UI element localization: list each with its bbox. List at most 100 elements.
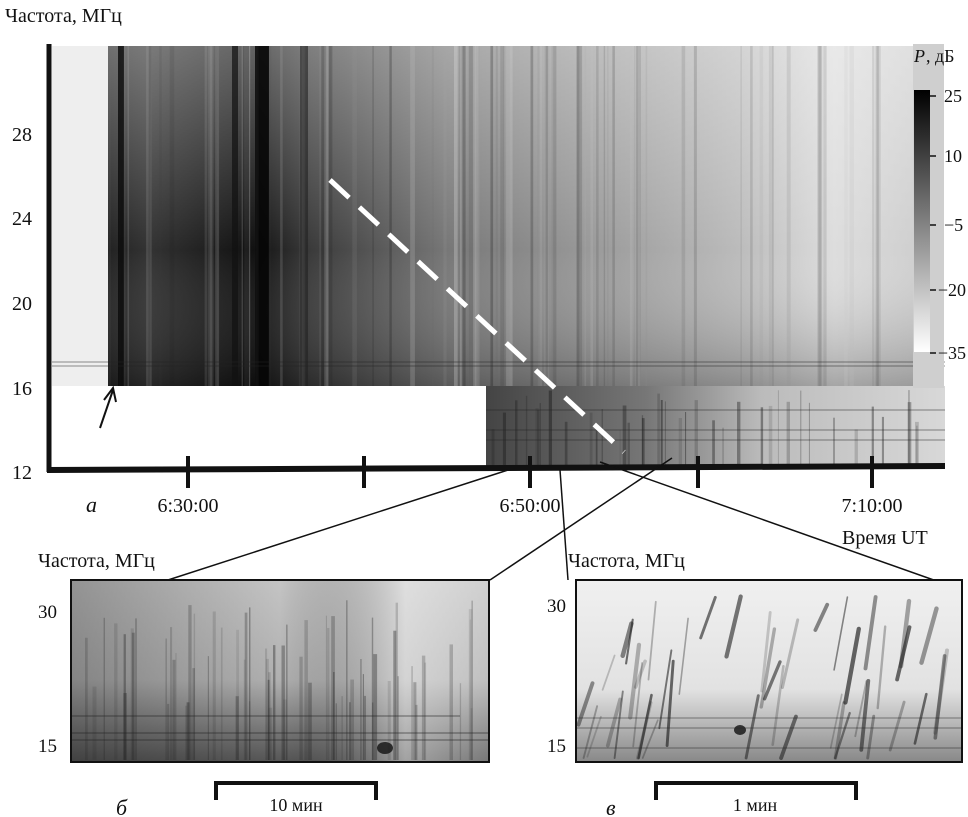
dashed-line-annotation (328, 178, 626, 454)
colorbar-tick-label: −20 (938, 280, 966, 300)
panel-b-streak (331, 616, 335, 760)
lower-band-streak (907, 402, 912, 468)
spectrogram-streak (244, 46, 250, 386)
lower-band-streak (737, 401, 741, 468)
spectrogram-streak (159, 46, 162, 386)
lower-band-streak (768, 405, 773, 468)
spectrogram-streak (118, 46, 121, 386)
spectrogram-streak (410, 46, 415, 386)
panel-b-streak (341, 696, 343, 760)
panel-b-lines (71, 715, 489, 741)
panel-b-streak (186, 702, 190, 760)
spectrogram-streak (772, 46, 774, 386)
lower-band-streak (908, 390, 910, 468)
panel-v-burst (780, 618, 800, 689)
spectrogram-streak (740, 46, 742, 386)
colorbar-label-p: P (913, 46, 925, 66)
panel-v-tick-30: 30 (547, 596, 566, 617)
spectrogram-streak (768, 46, 773, 386)
spectrogram-streak (844, 46, 848, 386)
panel-v-burst (601, 654, 616, 691)
panel-b-streak (281, 645, 285, 760)
panel-v-scale-bar (654, 781, 858, 800)
panel-b-streak (397, 676, 399, 760)
panel-b-streak (265, 648, 268, 760)
spectrogram-streak (300, 46, 308, 386)
panel-v-burst (895, 625, 912, 682)
panel-b-streak (193, 613, 196, 760)
spectrogram-streak (551, 46, 553, 386)
panel-b-streak (167, 703, 170, 760)
panel-b-streak (130, 628, 134, 760)
spectrogram-streak (329, 46, 333, 386)
spectrogram-streak (324, 46, 329, 386)
panel-b-streak (470, 708, 473, 760)
panel-b-streak (265, 658, 269, 760)
spectrogram-streak (241, 46, 243, 386)
lower-band-streak (515, 400, 518, 468)
spectrogram-streak (849, 46, 854, 386)
main-spectrogram-lower (486, 386, 945, 468)
spectrogram-streak (169, 46, 175, 386)
panel-b-streak (449, 644, 453, 760)
panel-b-streak (286, 624, 288, 760)
x-tick-label: 6:50:00 (499, 495, 560, 517)
panel-v-burst (633, 659, 647, 689)
interference-lines (52, 361, 945, 441)
lower-band-streak (601, 409, 603, 468)
panel-b-streak (244, 612, 248, 760)
panel-b-streak (335, 703, 337, 760)
panel-b-streak (123, 634, 126, 760)
panel-b-streak (92, 686, 97, 760)
panel-b-streak (85, 637, 88, 760)
spectrogram-streak (208, 46, 213, 386)
lower-band-streak (539, 403, 541, 468)
panel-b-frame (70, 579, 490, 763)
spectrogram-streak (473, 46, 477, 386)
lower-band-streak (694, 400, 698, 468)
panel-v-burst (913, 692, 928, 745)
spectrogram-streak (204, 46, 208, 386)
panel-v-streaks (576, 594, 949, 760)
spectrogram-streak (328, 46, 332, 386)
zoom-panel-b: Частота, МГц 30 15 10 мин б (38, 550, 490, 817)
spectrogram-streak (459, 46, 463, 386)
spectrogram-streak (268, 46, 272, 386)
spectrogram-streak (431, 46, 434, 386)
spectrogram-streak (872, 46, 875, 386)
panel-b-streak (413, 682, 417, 760)
y-axis-label: Частота, МГц (5, 5, 122, 27)
panel-v-burst (641, 719, 659, 759)
panel-v-burst (859, 679, 871, 752)
panel-b-burst (377, 742, 393, 754)
panel-v-frame (575, 579, 963, 763)
panel-b-streak (372, 702, 374, 760)
spectrogram-streak (255, 46, 269, 386)
panel-v-burst (833, 596, 849, 671)
lower-band-streak (564, 421, 568, 468)
spectrogram-streak (478, 46, 480, 386)
y-ticks: 12 16 20 24 28 (12, 124, 32, 484)
main-spectrogram-left-blank (52, 46, 108, 386)
spectrogram-streak (596, 46, 599, 386)
spectrogram-streak (645, 46, 648, 386)
x-axis-label: Время UT (842, 527, 928, 549)
lower-band-streak (678, 418, 682, 468)
spectrogram-streak (635, 46, 637, 386)
panel-v-burst (636, 701, 653, 760)
colorbar-ticks: 25 10 −5 −20 −35 (930, 86, 966, 363)
colorbar (914, 90, 930, 352)
spectrogram-streak (460, 46, 462, 386)
panel-v-burst (647, 600, 657, 681)
panel-b-streak (371, 617, 374, 760)
panel-v-burst (724, 594, 743, 659)
spectrogram-streak (127, 46, 130, 386)
panel-b-streak (243, 659, 246, 760)
spectrogram-streak (875, 46, 879, 386)
spectrogram-streak (242, 46, 244, 386)
panel-v-lines (576, 717, 962, 749)
panel-b-streak (123, 693, 127, 760)
panel-v-burst (665, 659, 675, 747)
spectrogram-streak (823, 46, 827, 386)
spectrogram-streak (495, 46, 498, 386)
